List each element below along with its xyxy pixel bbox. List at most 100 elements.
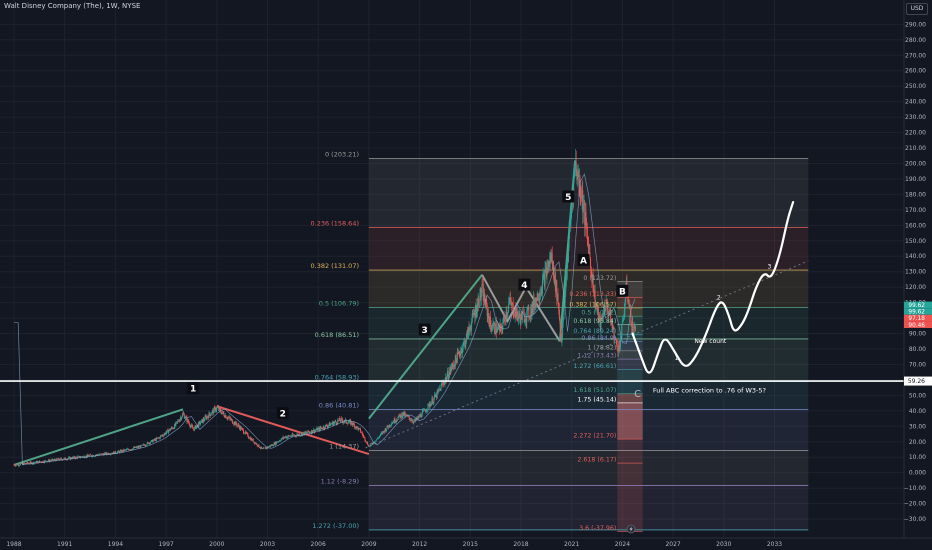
candle-body [348, 420, 350, 423]
candle-body [85, 455, 87, 458]
channel-line [365, 260, 809, 449]
fib-zone [368, 307, 809, 339]
candle-body [377, 437, 379, 439]
candle-body [272, 444, 274, 446]
candle-body [554, 272, 556, 283]
candle-body [413, 420, 415, 423]
candle-body [579, 179, 580, 185]
candle-body [266, 447, 268, 449]
candle-body [405, 414, 407, 415]
candle-body [586, 227, 588, 238]
candle-body [590, 267, 592, 273]
candle-body [73, 456, 75, 458]
candle-body [458, 351, 460, 355]
candle-body [238, 424, 240, 427]
wave-label: A [580, 256, 587, 266]
y-tick-label: 20.00 [909, 439, 926, 446]
candle-body [489, 316, 491, 326]
candle-body [271, 444, 273, 446]
candle-body [278, 440, 280, 442]
candle-body [598, 315, 600, 321]
candle-body [398, 414, 400, 416]
candle-body [207, 416, 209, 418]
candle-body [400, 413, 402, 418]
candle-body [235, 421, 237, 425]
fib-label: 1.12 (-8.29) [321, 477, 359, 485]
candle-body [270, 445, 272, 446]
candle-body [202, 418, 204, 423]
candle-body [404, 414, 406, 416]
candle-body [144, 444, 146, 446]
candle-body [616, 339, 618, 345]
candle-body [384, 431, 385, 433]
candle-body [89, 454, 91, 456]
candle-body [123, 449, 125, 451]
candle-body [130, 449, 132, 450]
candle-body [301, 433, 303, 436]
candle-body [525, 318, 527, 322]
candle-body [155, 437, 157, 441]
candle-body [19, 465, 21, 466]
candle-body [257, 444, 259, 447]
candle-body [259, 447, 261, 449]
candle-body [429, 404, 431, 407]
candle-body [248, 436, 250, 438]
candle-body [35, 461, 37, 463]
candle-body [629, 306, 631, 308]
candle-body [138, 446, 140, 448]
candle-body [576, 172, 578, 181]
candle-body [534, 303, 536, 308]
candle-body [460, 348, 462, 352]
candle-body [263, 447, 265, 449]
candle-body [623, 318, 625, 320]
candle-body [426, 409, 428, 411]
candle-body [630, 306, 632, 325]
candle-body [445, 377, 447, 381]
candle-body [483, 293, 485, 301]
candle-body [293, 435, 294, 436]
candle-body [587, 237, 589, 244]
candle-body [436, 394, 437, 398]
y-tick-label: 160.00 [905, 222, 926, 229]
candle-body [375, 440, 377, 442]
wave-label-box [418, 323, 431, 336]
candle-body [500, 324, 502, 327]
last-price-value: 99.62 [908, 310, 925, 316]
candle-body [225, 415, 227, 418]
wave-label-box [276, 406, 289, 419]
candle-body [558, 304, 560, 310]
candle-body [499, 325, 501, 331]
candle-body [357, 427, 359, 430]
candle-body [427, 403, 429, 410]
lightning-icon[interactable] [626, 524, 636, 534]
y-axis[interactable]: −30.00 −20.00 −10.00 0.000 10.00 20.00 30.00 40… [903, 0, 932, 550]
candle-body [569, 224, 571, 232]
currency-badge[interactable]: USD [906, 3, 928, 15]
candle-body [469, 328, 471, 330]
fib-label-minor: 3.6 (-37.96) [579, 525, 616, 532]
candle-body [343, 421, 345, 423]
candle-body [270, 445, 272, 447]
candle-body [597, 306, 599, 310]
x-axis[interactable]: 1988 1991 1994 1997 2000 2003 2006 2009 2012 2015… [0, 537, 932, 550]
candle-body [602, 316, 604, 318]
candle-body [547, 267, 549, 272]
candle-body [514, 308, 516, 316]
candle-body [434, 394, 436, 397]
fib-label-minor: 1.272 (66.61) [573, 363, 616, 370]
candle-body [599, 316, 601, 330]
y-tick-label: 210.00 [905, 145, 926, 152]
wave-label: B [619, 287, 626, 297]
candle-body [438, 389, 440, 391]
candle-body [226, 417, 228, 419]
candle-body [422, 410, 424, 412]
wave-label-box [577, 253, 590, 266]
candle-body [33, 462, 34, 464]
candle-body [382, 432, 384, 434]
candle-body [75, 456, 77, 459]
candle-body [118, 451, 120, 453]
candle-body [232, 423, 234, 424]
candle-body [300, 433, 302, 436]
candle-body [307, 430, 309, 433]
